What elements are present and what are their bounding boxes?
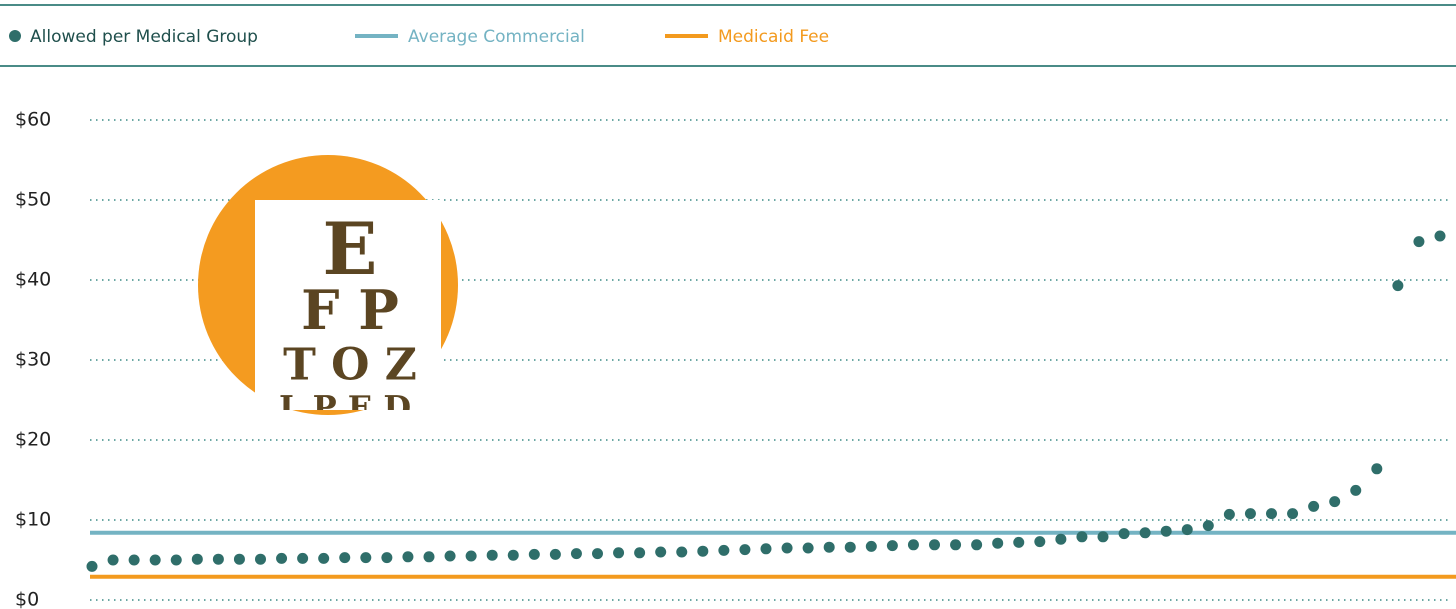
dot <box>992 537 1004 549</box>
grid: $0 $10 $20 $30 $40 $50 $60 <box>15 109 1450 609</box>
dot <box>381 552 393 564</box>
dot <box>402 551 414 563</box>
eye-row: F P <box>301 278 399 342</box>
dot <box>1413 236 1425 248</box>
dot <box>1055 533 1067 545</box>
dot <box>971 539 983 551</box>
dot <box>802 542 814 554</box>
y-tick-label: $40 <box>15 269 51 291</box>
dot <box>170 554 182 566</box>
dot <box>592 548 603 560</box>
y-tick-label: $60 <box>15 109 51 131</box>
dot <box>1434 230 1446 242</box>
dot <box>528 548 540 560</box>
dot <box>950 539 962 551</box>
dot <box>1181 524 1193 536</box>
dot <box>1013 536 1025 548</box>
y-tick-label: $30 <box>15 349 51 371</box>
dot <box>1308 500 1320 512</box>
dot <box>907 539 919 551</box>
dot <box>929 539 940 551</box>
dot <box>823 541 835 553</box>
legend-label: Allowed per Medical Group <box>30 27 258 47</box>
legend: Allowed per Medical Group Average Commerc… <box>9 27 829 47</box>
dot <box>1034 536 1046 548</box>
legend-marker <box>9 30 21 42</box>
dot <box>1287 508 1299 520</box>
eye-row: L P E D <box>279 389 411 427</box>
dot <box>886 540 898 552</box>
dot <box>128 554 140 566</box>
y-tick-label: $50 <box>15 189 51 211</box>
dot <box>212 553 224 565</box>
dot <box>86 560 98 572</box>
dot <box>1076 531 1088 543</box>
dot <box>465 550 477 562</box>
legend-label: Medicaid Fee <box>718 27 829 47</box>
dot <box>718 544 730 556</box>
dot <box>739 544 751 556</box>
dot <box>507 549 519 561</box>
dot <box>255 553 266 565</box>
dot <box>613 547 625 559</box>
dot <box>760 543 772 555</box>
dot <box>570 548 582 560</box>
dot <box>1371 463 1383 475</box>
dot <box>1329 496 1341 508</box>
dot <box>1350 484 1362 496</box>
dot <box>191 553 203 565</box>
dot <box>1097 531 1109 543</box>
dot <box>360 552 372 564</box>
dot <box>634 547 646 559</box>
dot <box>1223 508 1235 520</box>
dot <box>1266 508 1277 520</box>
dot <box>697 545 709 557</box>
dot <box>1160 525 1172 537</box>
y-tick-label: $20 <box>15 429 51 451</box>
dot <box>276 552 288 564</box>
dot <box>339 552 351 564</box>
dot <box>549 548 561 560</box>
dot <box>1118 528 1130 540</box>
dot <box>149 554 161 566</box>
dot <box>233 553 245 565</box>
illustration: E F P T O Z L P E D <box>198 155 458 427</box>
dot <box>1392 280 1404 292</box>
y-tick-label: $0 <box>15 589 39 609</box>
dot <box>297 552 309 564</box>
eye-chart-card <box>255 200 441 410</box>
plot <box>86 230 1456 579</box>
dot <box>444 550 456 562</box>
dot <box>676 546 688 558</box>
dot <box>844 541 856 553</box>
eye-row: T O Z <box>283 340 417 391</box>
eye-row: E <box>323 206 378 291</box>
dot <box>318 552 330 564</box>
dot <box>107 554 119 566</box>
dot <box>781 542 793 554</box>
dot <box>486 549 498 561</box>
dot <box>1202 520 1214 532</box>
y-tick-label: $10 <box>15 509 51 531</box>
legend-label: Average Commercial <box>408 27 585 47</box>
dot <box>655 546 667 558</box>
dot <box>865 540 877 552</box>
dot <box>1139 527 1151 539</box>
dot <box>1244 508 1256 520</box>
dot <box>423 551 435 563</box>
